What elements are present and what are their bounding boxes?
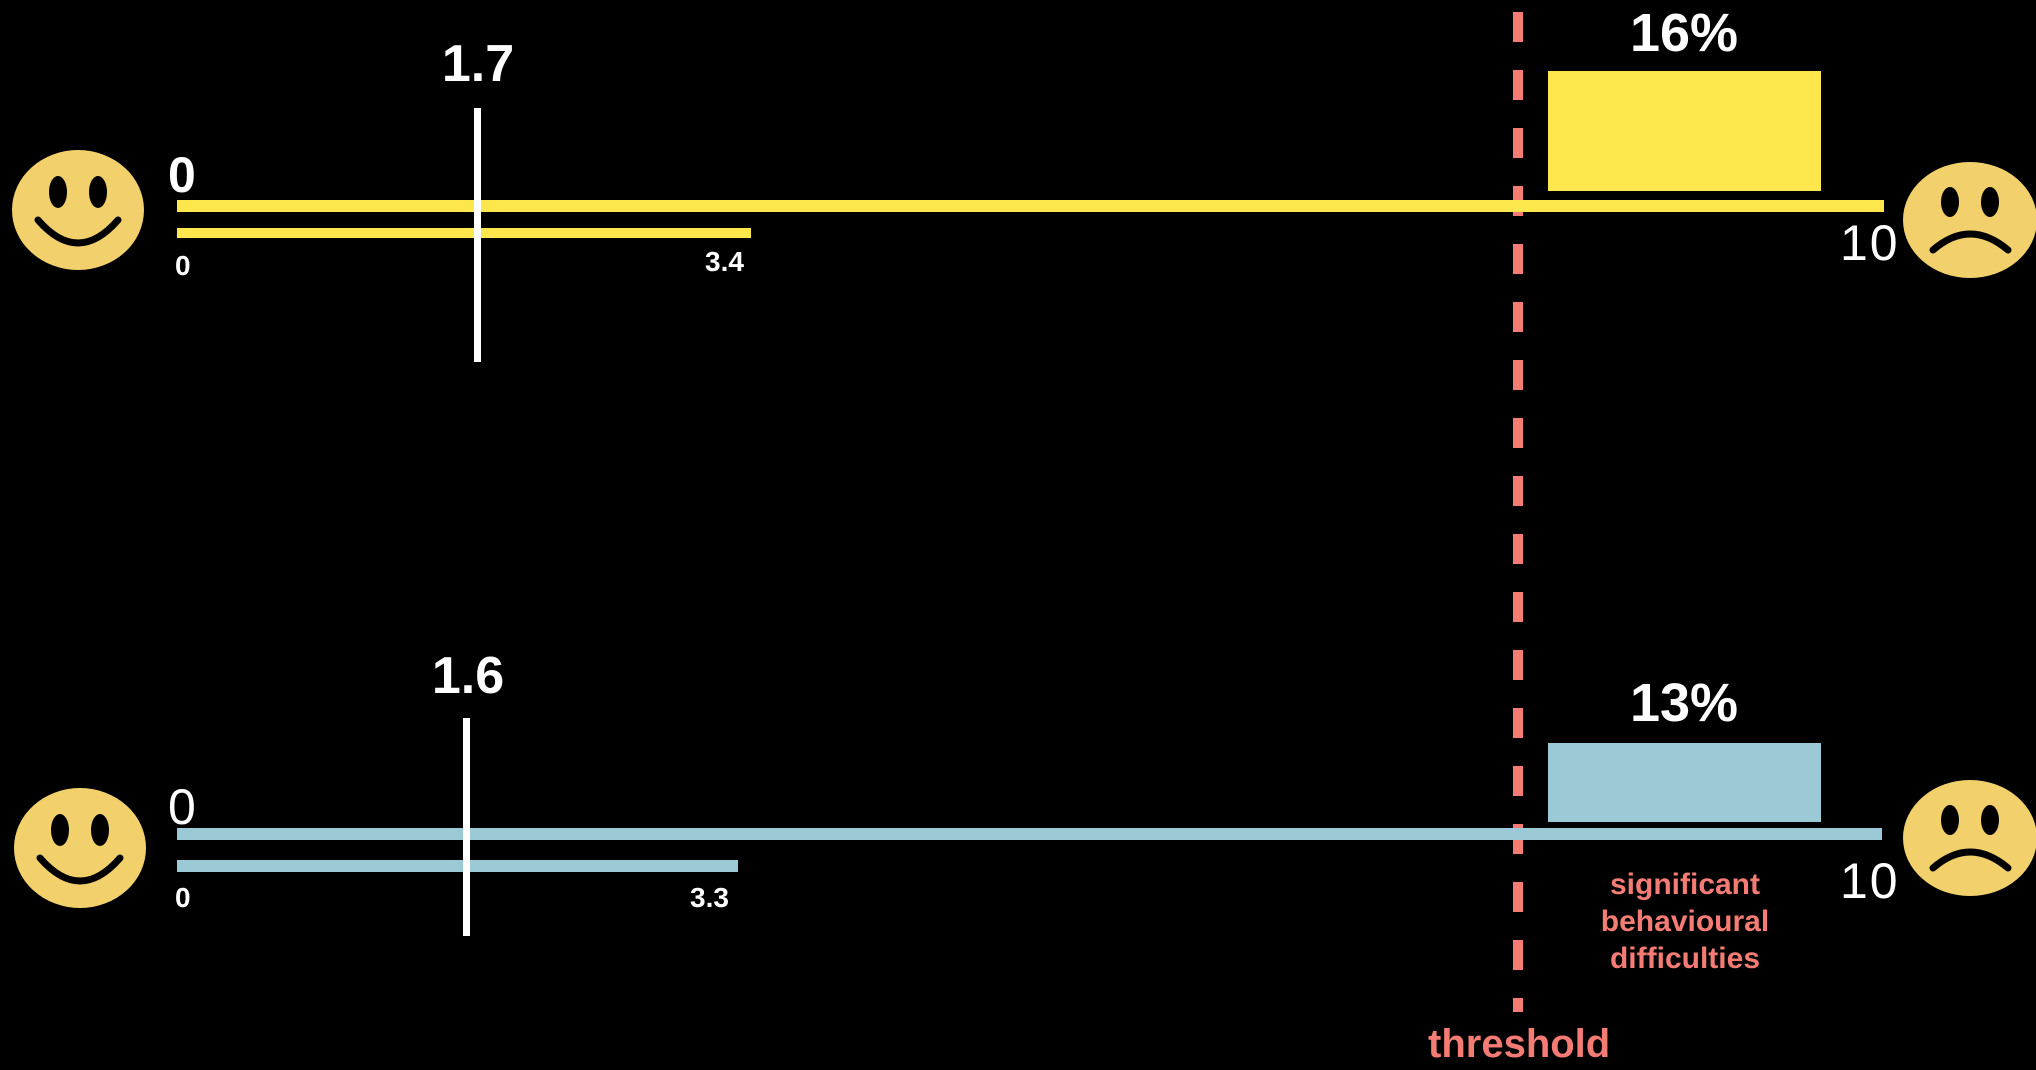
mean-marker-row1: [474, 108, 481, 362]
note-line: difficulties: [1609, 942, 1760, 975]
range-max-label: 3.3: [690, 882, 729, 913]
scale-bar-row2: [177, 828, 1882, 840]
sad-face-icon: [1903, 162, 2036, 278]
scale-end-label: 10: [1840, 853, 1900, 909]
range-max-label: 3.4: [705, 246, 744, 277]
scale-bar-row1: [177, 200, 1884, 212]
note-line: significant: [1609, 868, 1760, 901]
range-bar-row2: [177, 860, 738, 872]
scale-start-label: 0: [168, 147, 196, 203]
range-min-label: 0: [175, 882, 191, 913]
note-line: behavioural: [1600, 905, 1770, 938]
threshold-label: threshold: [1428, 1022, 1611, 1066]
sad-face-icon: [1903, 780, 2036, 896]
mean-value: 1.6: [431, 647, 505, 705]
range-min-label: 0: [175, 250, 191, 281]
mean-value: 1.7: [441, 35, 515, 93]
range-bar-row1: [177, 228, 751, 238]
percent-box-row1: [1548, 71, 1821, 191]
mean-marker-row2: [463, 718, 470, 936]
significance-note: significant behavioural difficulties: [1560, 866, 1810, 977]
percent-label: 13%: [1629, 673, 1739, 733]
scale-end-label: 10: [1840, 215, 1900, 271]
smiley-face-icon: [14, 788, 146, 908]
percent-box-row2: [1548, 743, 1821, 822]
percent-label: 16%: [1629, 3, 1739, 63]
threshold-line: [1513, 12, 1523, 1012]
smiley-face-icon: [12, 150, 144, 270]
scale-start-label: 0: [168, 779, 196, 835]
